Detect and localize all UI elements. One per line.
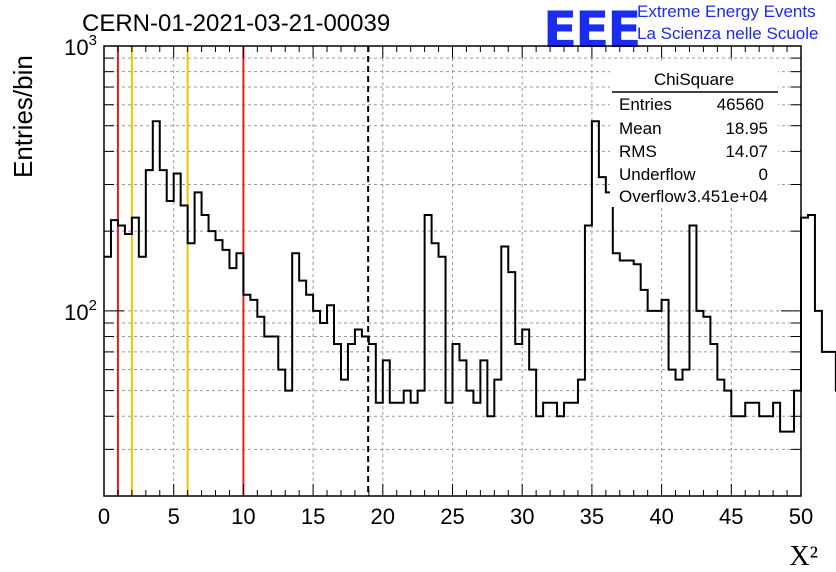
- x-axis-label: X²: [789, 541, 818, 572]
- stats-box: ChiSquare Entries 46560 Mean 18.95 RMS 1…: [610, 62, 778, 207]
- stats-label-rms: RMS: [619, 142, 657, 161]
- x-axis-ticks: 0 5 10 15 20 25 30 35 40 45 50: [98, 46, 813, 529]
- stats-value-mean: 18.95: [725, 119, 768, 138]
- x-tick-label: 10: [231, 504, 255, 529]
- stats-value-underflow: 0: [759, 165, 768, 184]
- x-tick-label: 30: [510, 504, 534, 529]
- stats-label-underflow: Underflow: [619, 165, 696, 184]
- histogram-outline: [104, 120, 836, 433]
- x-tick-label: 25: [440, 504, 464, 529]
- stats-value-rms: 14.07: [725, 142, 768, 161]
- x-tick-label: 45: [719, 504, 743, 529]
- x-tick-label: 50: [789, 504, 813, 529]
- x-tick-label: 15: [301, 504, 325, 529]
- stats-value-entries: 46560: [717, 95, 764, 114]
- y-tick-label: 102: [64, 297, 97, 325]
- stats-label-overflow: Overflow: [619, 187, 687, 206]
- stats-value-overflow: 3.451e+04: [687, 187, 768, 206]
- y-tick-label: 103: [64, 32, 97, 60]
- x-tick-label: 40: [649, 504, 673, 529]
- y-axis-label: Entries/bin: [8, 55, 38, 178]
- stats-label-mean: Mean: [619, 119, 662, 138]
- x-tick-label: 20: [371, 504, 395, 529]
- org-name-line2: La Scienza nelle Scuole: [637, 24, 819, 43]
- histogram-series: [104, 120, 836, 433]
- run-title: CERN-01-2021-03-21-00039: [82, 10, 391, 37]
- x-tick-label: 5: [168, 504, 180, 529]
- org-name-line1: Extreme Energy Events: [637, 2, 816, 21]
- x-tick-label: 35: [580, 504, 604, 529]
- y-axis-ticks: 102 103: [64, 32, 801, 497]
- stats-label-entries: Entries: [619, 95, 672, 114]
- stats-title: ChiSquare: [654, 70, 734, 89]
- x-tick-label: 0: [98, 504, 110, 529]
- stats-box-background: [610, 62, 778, 207]
